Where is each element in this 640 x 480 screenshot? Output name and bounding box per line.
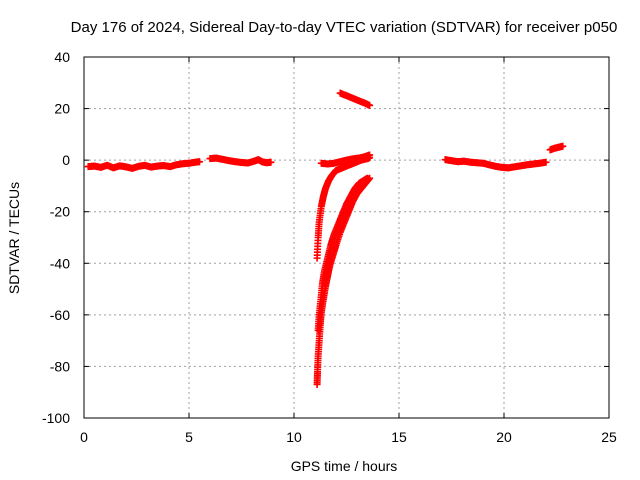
y-tick-label: -40 xyxy=(50,255,70,271)
series-end-segment xyxy=(546,142,567,154)
data-point xyxy=(559,142,567,150)
y-tick-label: -60 xyxy=(50,307,70,323)
y-tick-label: -20 xyxy=(50,204,70,220)
series-steep-arc xyxy=(313,154,374,262)
y-tick-label: 40 xyxy=(54,49,70,65)
y-axis-ticks: -100 -80 -60 -40 -20 0 20 40 xyxy=(42,49,609,426)
x-axis-label: GPS time / hours xyxy=(291,458,398,474)
data-point xyxy=(267,158,275,166)
chart-title: Day 176 of 2024, Sidereal Day-to-day VTE… xyxy=(71,19,618,36)
series-mid-segment xyxy=(206,154,275,167)
x-tick-label: 5 xyxy=(185,429,193,445)
grid-lines xyxy=(84,57,609,418)
y-tick-label: 20 xyxy=(54,101,70,117)
data-point xyxy=(542,158,550,166)
plot-frame xyxy=(83,56,610,419)
series-early-segment xyxy=(84,158,203,172)
x-tick-label: 15 xyxy=(391,429,407,445)
series-late-segment xyxy=(441,156,550,172)
series-mid-branch xyxy=(314,174,371,334)
y-axis-label: SDTVAR / TECUs xyxy=(6,182,22,294)
y-tick-label: -80 xyxy=(50,358,70,374)
x-tick-label: 25 xyxy=(601,429,617,445)
data-markers xyxy=(84,89,567,388)
data-point xyxy=(366,154,374,162)
data-point xyxy=(364,174,371,182)
y-tick-label: 0 xyxy=(62,152,70,168)
x-tick-label: 10 xyxy=(286,429,302,445)
data-point xyxy=(366,101,374,109)
data-point xyxy=(196,158,203,166)
x-tick-label: 20 xyxy=(496,429,512,445)
x-axis-ticks: 0 5 10 15 20 25 xyxy=(80,57,617,445)
x-tick-label: 0 xyxy=(80,429,88,445)
y-tick-label: -100 xyxy=(42,410,70,426)
series-upper-arc xyxy=(336,89,374,109)
